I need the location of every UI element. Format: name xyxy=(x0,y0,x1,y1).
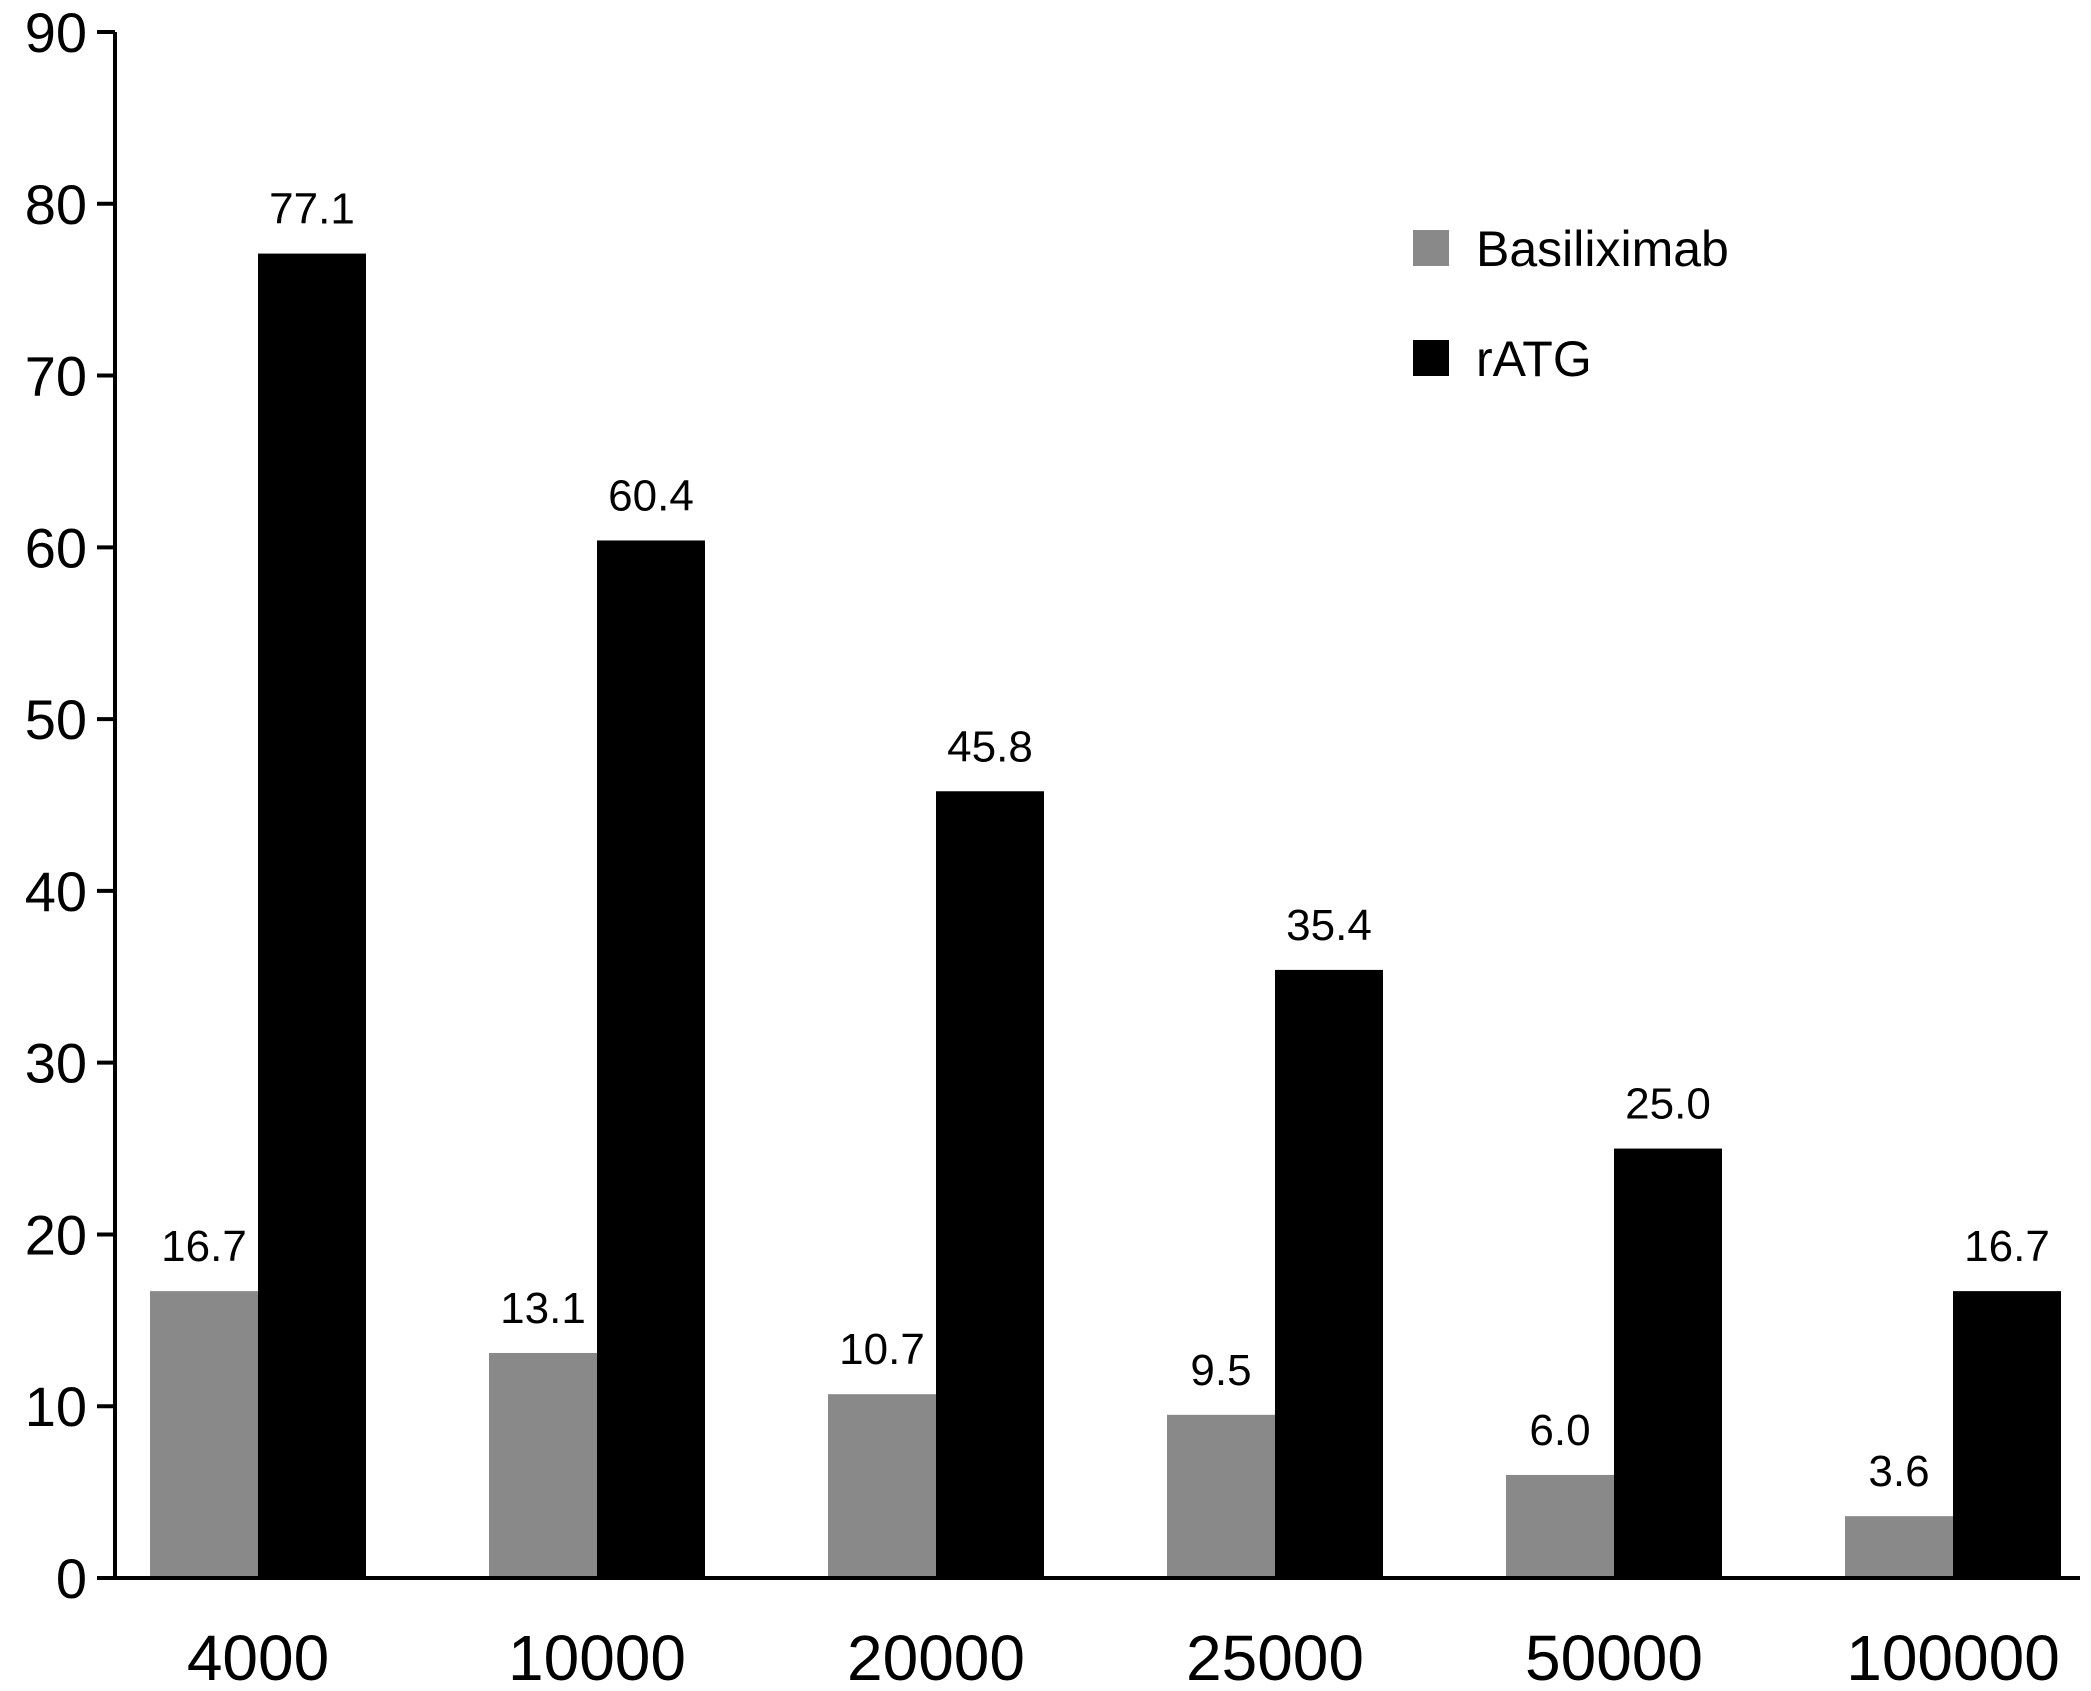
data-label: 3.6 xyxy=(1868,1447,1929,1496)
data-label: 60.4 xyxy=(608,471,694,520)
legend-label-ratg: rATG xyxy=(1476,331,1592,387)
y-tick-label: 70 xyxy=(25,345,87,408)
data-label: 16.7 xyxy=(161,1222,247,1271)
bar-basiliximab-50000 xyxy=(1506,1474,1614,1578)
x-tick-label: 50000 xyxy=(1525,1622,1703,1691)
y-tick-label: 30 xyxy=(25,1032,87,1095)
x-tick-label: 25000 xyxy=(1186,1622,1364,1691)
bar-ratg-10000 xyxy=(597,540,705,1579)
bar-ratg-50000 xyxy=(1614,1148,1722,1578)
legend-label-basiliximab: Basiliximab xyxy=(1476,221,1729,277)
data-label: 9.5 xyxy=(1190,1346,1251,1395)
y-axis-ticks: 0 10 20 30 40 50 60 70 80 90 xyxy=(25,1,115,1610)
bar-ratg-20000 xyxy=(936,791,1044,1578)
data-label: 6.0 xyxy=(1529,1406,1590,1455)
bars xyxy=(150,253,2061,1579)
x-axis-ticks: 4000 10000 20000 25000 50000 100000 xyxy=(187,1622,2060,1691)
y-tick-label: 90 xyxy=(25,1,87,64)
x-tick-label: 4000 xyxy=(187,1622,329,1691)
data-label: 13.1 xyxy=(500,1284,586,1333)
bar-ratg-100000 xyxy=(1953,1291,2061,1578)
y-tick-label: 80 xyxy=(25,173,87,236)
legend-swatch-ratg xyxy=(1413,340,1449,376)
bar-basiliximab-4000 xyxy=(150,1291,258,1578)
y-tick-label: 40 xyxy=(25,860,87,923)
bar-basiliximab-25000 xyxy=(1167,1414,1275,1578)
y-tick-label: 10 xyxy=(25,1375,87,1438)
data-label: 45.8 xyxy=(947,722,1033,771)
data-label: 77.1 xyxy=(269,185,355,234)
axes xyxy=(113,32,2080,1580)
data-label: 16.7 xyxy=(1964,1222,2050,1271)
bar-ratg-4000 xyxy=(258,253,366,1578)
y-tick-label: 60 xyxy=(25,516,87,579)
y-tick-label: 20 xyxy=(25,1203,87,1266)
data-label: 35.4 xyxy=(1286,901,1372,950)
x-tick-label: 20000 xyxy=(847,1622,1025,1691)
bar-ratg-25000 xyxy=(1275,969,1383,1578)
bar-basiliximab-10000 xyxy=(489,1352,597,1578)
y-tick-label: 50 xyxy=(25,688,87,751)
bar-basiliximab-100000 xyxy=(1845,1516,1953,1578)
data-labels: 16.7 77.1 13.1 60.4 10.7 45.8 9.5 35.4 6.0 25.0 3.… xyxy=(161,185,2050,1497)
bar-basiliximab-20000 xyxy=(828,1394,936,1578)
legend: Basiliximab rATG xyxy=(1413,221,1729,387)
data-label: 10.7 xyxy=(839,1325,925,1374)
x-tick-label: 100000 xyxy=(1846,1622,2060,1691)
data-label: 25.0 xyxy=(1625,1080,1711,1129)
y-tick-label: 0 xyxy=(56,1547,87,1610)
x-tick-label: 10000 xyxy=(508,1622,686,1691)
legend-swatch-basiliximab xyxy=(1413,230,1449,266)
